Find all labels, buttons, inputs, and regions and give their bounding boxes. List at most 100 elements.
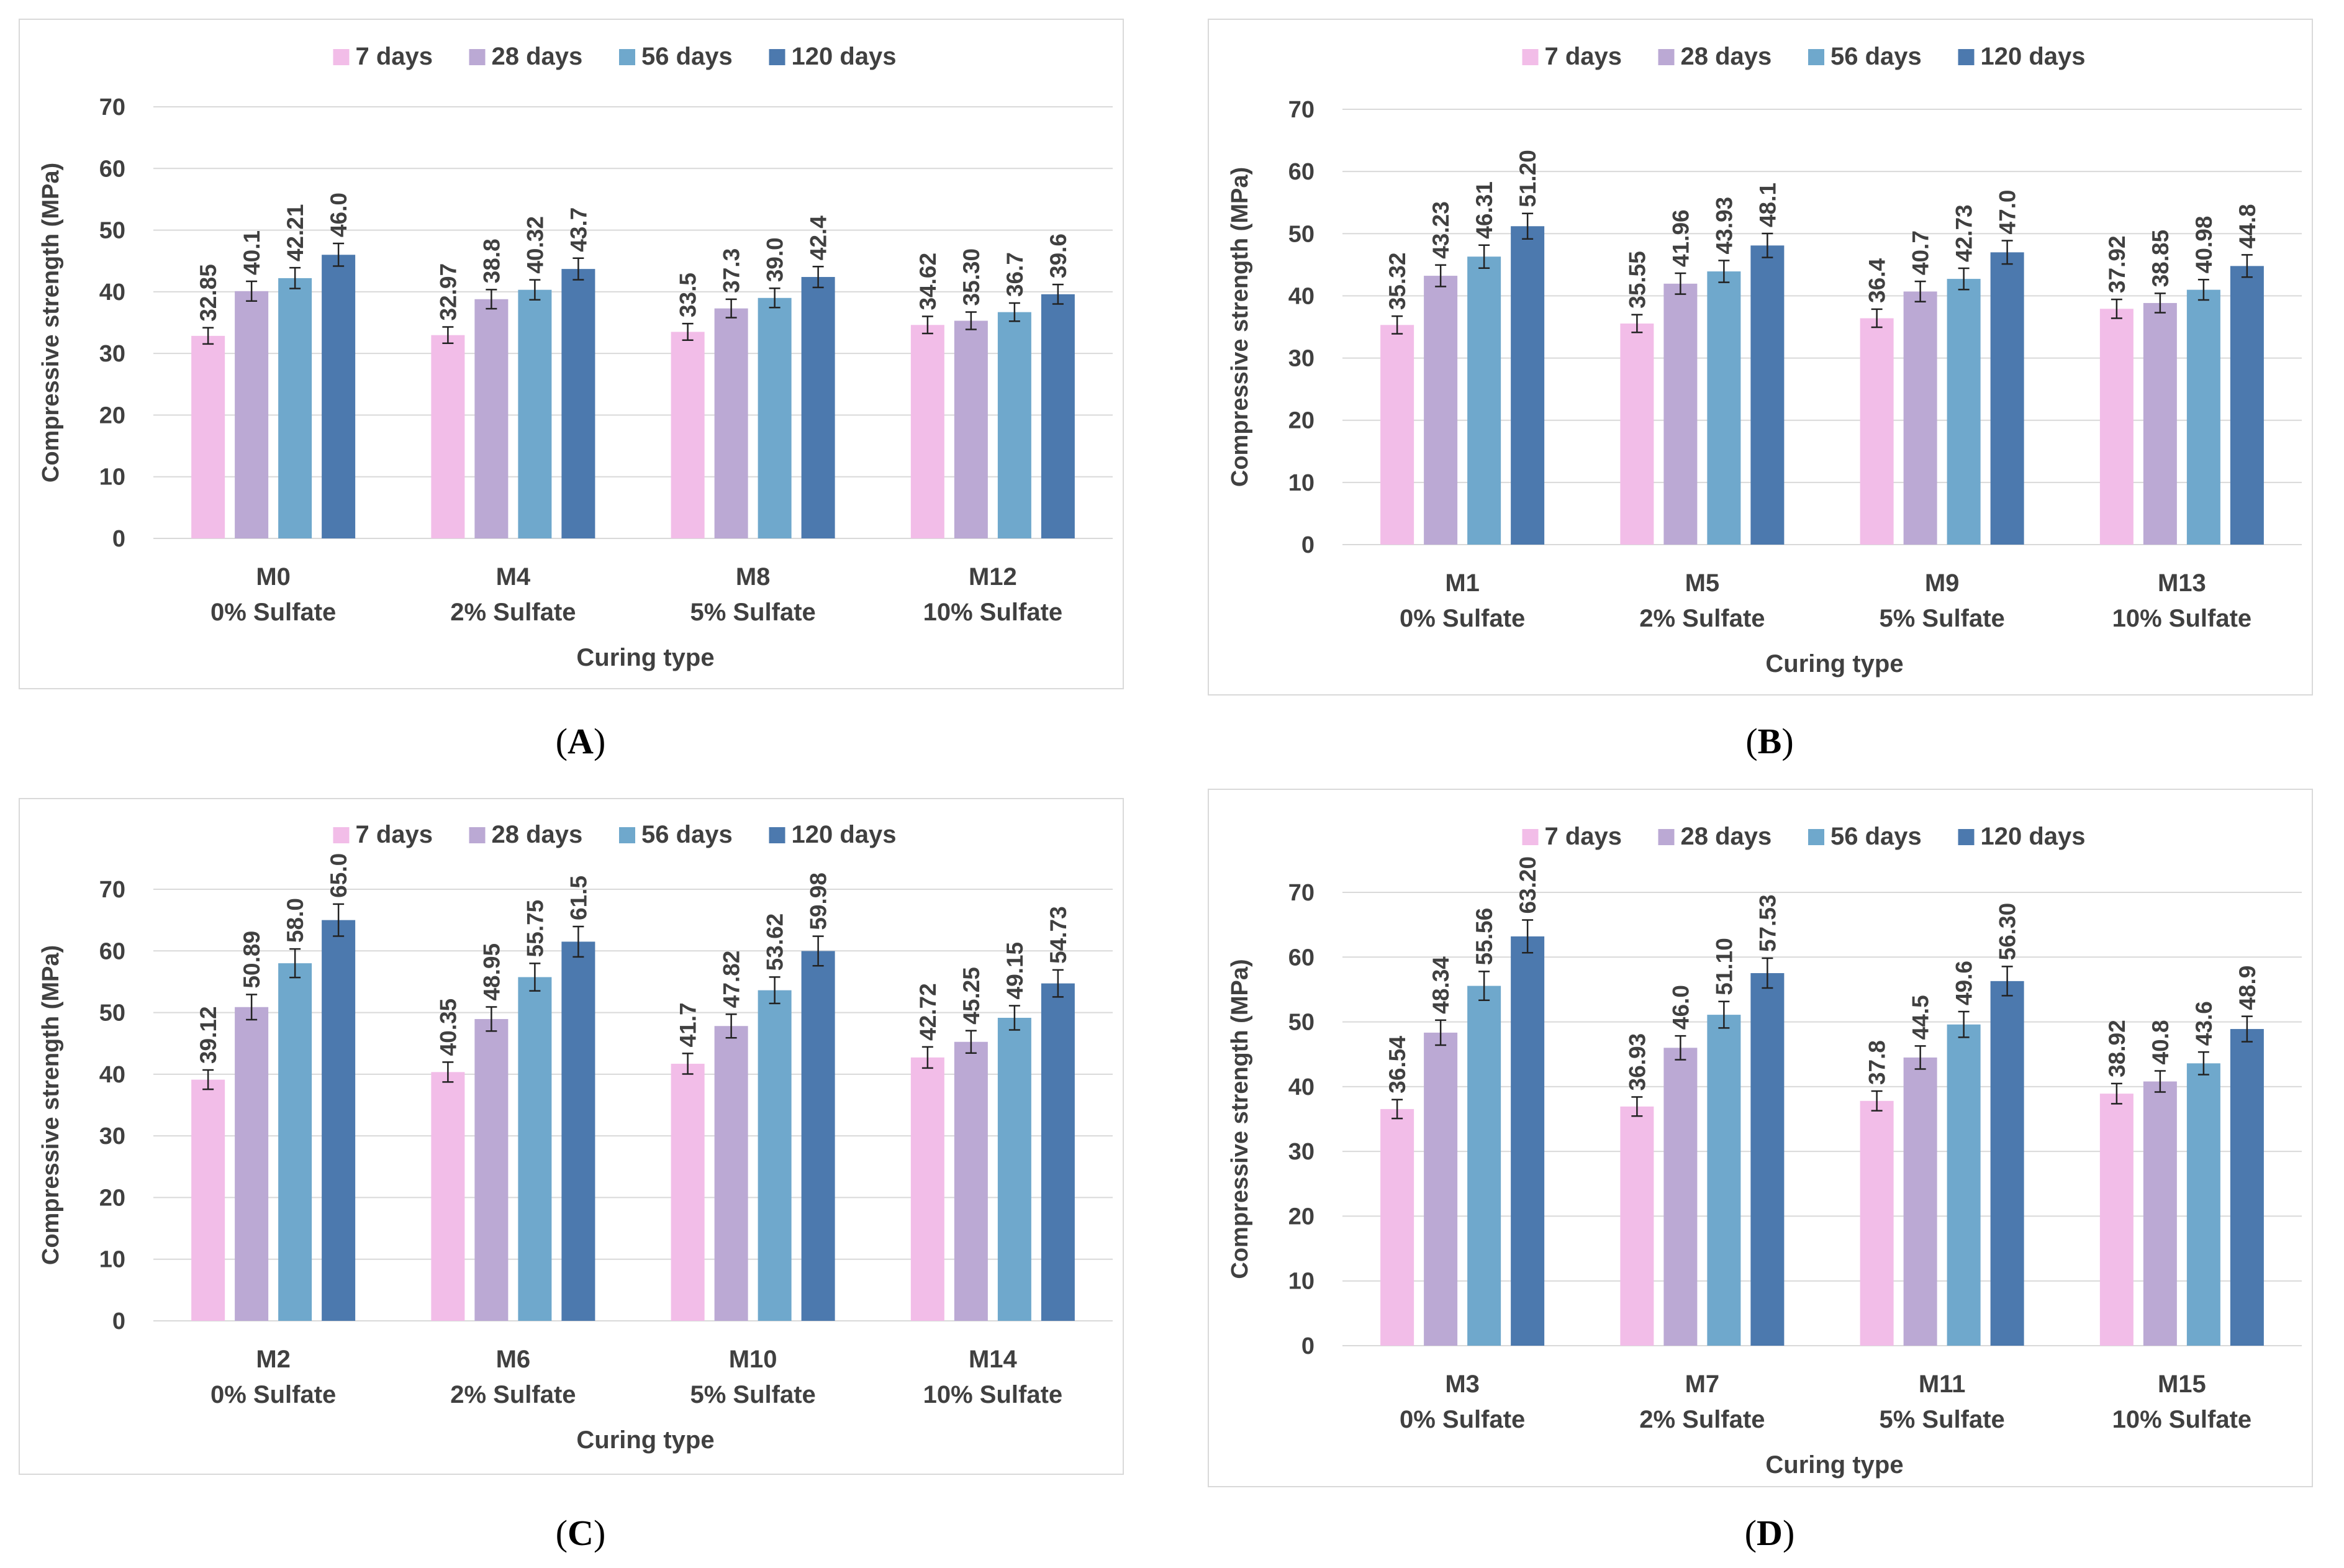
bar — [2143, 302, 2177, 545]
bar — [2099, 309, 2134, 545]
caption-c: (C) — [555, 1513, 606, 1553]
category-sublabel: 0% Sulfate — [1400, 1406, 1525, 1433]
data-label: 48.1 — [1755, 183, 1780, 227]
data-label: 46.31 — [1472, 181, 1497, 239]
data-label: 36.93 — [1624, 1033, 1650, 1091]
bar — [1663, 1048, 1698, 1346]
bar — [474, 299, 509, 538]
legend-label: 120 days — [1981, 823, 2086, 850]
y-tick-label: 40 — [1288, 283, 1315, 309]
data-label: 51.20 — [1515, 150, 1541, 207]
data-label: 40.32 — [522, 216, 548, 274]
data-label: 37.8 — [1865, 1040, 1890, 1085]
data-label: 42.4 — [806, 215, 831, 260]
legend-label: 56 days — [641, 821, 733, 848]
data-label: 48.34 — [1428, 956, 1454, 1014]
bar — [954, 1041, 988, 1321]
data-label: 34.62 — [915, 253, 941, 310]
data-label: 33.5 — [676, 273, 701, 317]
bar — [1860, 318, 1894, 545]
bar — [561, 941, 595, 1321]
data-label: 44.8 — [2235, 204, 2260, 248]
data-label: 61.5 — [566, 876, 591, 920]
bar — [518, 977, 552, 1321]
chart-panel-a: 0 10 20 30 40 50 60 70 Compressive strength (MPa… — [19, 19, 1124, 689]
bar — [801, 951, 835, 1321]
x-axis-title: Curing type — [576, 644, 714, 671]
data-label: 35.32 — [1385, 253, 1410, 310]
data-label: 53.62 — [762, 913, 788, 971]
category-sublabel: 5% Sulfate — [690, 1381, 815, 1408]
category-label: M0 — [256, 563, 291, 591]
category-label: M3 — [1445, 1371, 1480, 1398]
data-label: 32.85 — [196, 264, 221, 322]
bar — [278, 278, 312, 538]
bar — [1424, 1032, 1458, 1346]
data-label: 63.20 — [1515, 856, 1541, 914]
y-tick-label: 60 — [1288, 945, 1315, 971]
category-label: M5 — [1685, 569, 1720, 597]
caption-a-letter: A — [568, 721, 594, 761]
y-tick-label: 60 — [99, 156, 125, 182]
bar — [1750, 973, 1785, 1346]
data-label: 39.12 — [196, 1006, 221, 1064]
data-label: 37.92 — [2104, 235, 2130, 293]
y-tick-label: 60 — [1288, 159, 1315, 185]
bar — [1750, 245, 1785, 545]
category-sublabel: 5% Sulfate — [1879, 605, 2004, 632]
bar — [2186, 1063, 2220, 1346]
bar — [954, 320, 988, 538]
bar — [1467, 256, 1501, 545]
legend-swatch — [469, 49, 486, 65]
bar — [671, 332, 705, 538]
legend-label: 7 days — [356, 43, 433, 70]
y-tick-label: 10 — [1288, 470, 1315, 496]
category-sublabel: 5% Sulfate — [1879, 1406, 2004, 1433]
legend-swatch — [1958, 49, 1975, 65]
data-label: 59.98 — [806, 872, 831, 930]
bar — [2099, 1094, 2134, 1346]
bar — [1707, 1015, 1741, 1346]
chart-panel-d: 0 10 20 30 40 50 60 70 Compressive strength (MPa… — [1208, 789, 2313, 1487]
data-label: 42.73 — [1952, 204, 1977, 262]
bar — [2230, 1029, 2264, 1346]
bar — [1041, 983, 1075, 1321]
data-label: 40.98 — [2191, 216, 2217, 274]
legend-swatch — [1658, 829, 1675, 845]
data-label: 45.25 — [959, 967, 984, 1025]
chart-d-svg: 0 10 20 30 40 50 60 70 Compressive strength (MPa… — [1227, 823, 2302, 1479]
category-sublabel: 10% Sulfate — [2112, 1406, 2252, 1433]
bar — [1990, 252, 2024, 545]
y-tick-label: 30 — [1288, 346, 1315, 372]
bar — [671, 1063, 705, 1321]
bar — [1041, 294, 1075, 538]
bar — [322, 255, 356, 538]
data-label: 36.4 — [1865, 258, 1890, 302]
chart-panel-c: 0 10 20 30 40 50 60 70 Compressive strength (MPa… — [19, 798, 1124, 1475]
data-label: 39.0 — [762, 237, 788, 282]
y-axis-title: Compressive strength (MPa) — [1227, 959, 1253, 1279]
bar — [1620, 323, 1654, 545]
legend-swatch — [469, 827, 486, 843]
data-label: 40.35 — [435, 999, 461, 1056]
data-label: 47.82 — [719, 951, 744, 1008]
data-label: 40.1 — [239, 230, 265, 275]
data-label: 43.6 — [2191, 1001, 2217, 1046]
y-tick-label: 50 — [1288, 221, 1315, 247]
chart-a-svg: 0 10 20 30 40 50 60 70 Compressive strength (MPa… — [38, 43, 1113, 671]
category-label: M9 — [1925, 569, 1960, 597]
data-label: 43.93 — [1711, 197, 1737, 255]
category-label: M2 — [256, 1346, 291, 1373]
legend-swatch — [1522, 49, 1539, 65]
category-label: M12 — [969, 563, 1017, 591]
legend-swatch — [769, 49, 785, 65]
legend-label: 120 days — [1981, 43, 2086, 70]
category-sublabel: 2% Sulfate — [450, 599, 576, 626]
caption-d: (D) — [1744, 1513, 1795, 1553]
data-label: 44.5 — [1908, 995, 1934, 1040]
bar — [431, 335, 465, 538]
data-label: 43.23 — [1428, 201, 1454, 259]
y-tick-label: 0 — [112, 1308, 125, 1335]
legend-label: 56 days — [1830, 823, 1922, 850]
y-tick-label: 20 — [1288, 408, 1315, 434]
